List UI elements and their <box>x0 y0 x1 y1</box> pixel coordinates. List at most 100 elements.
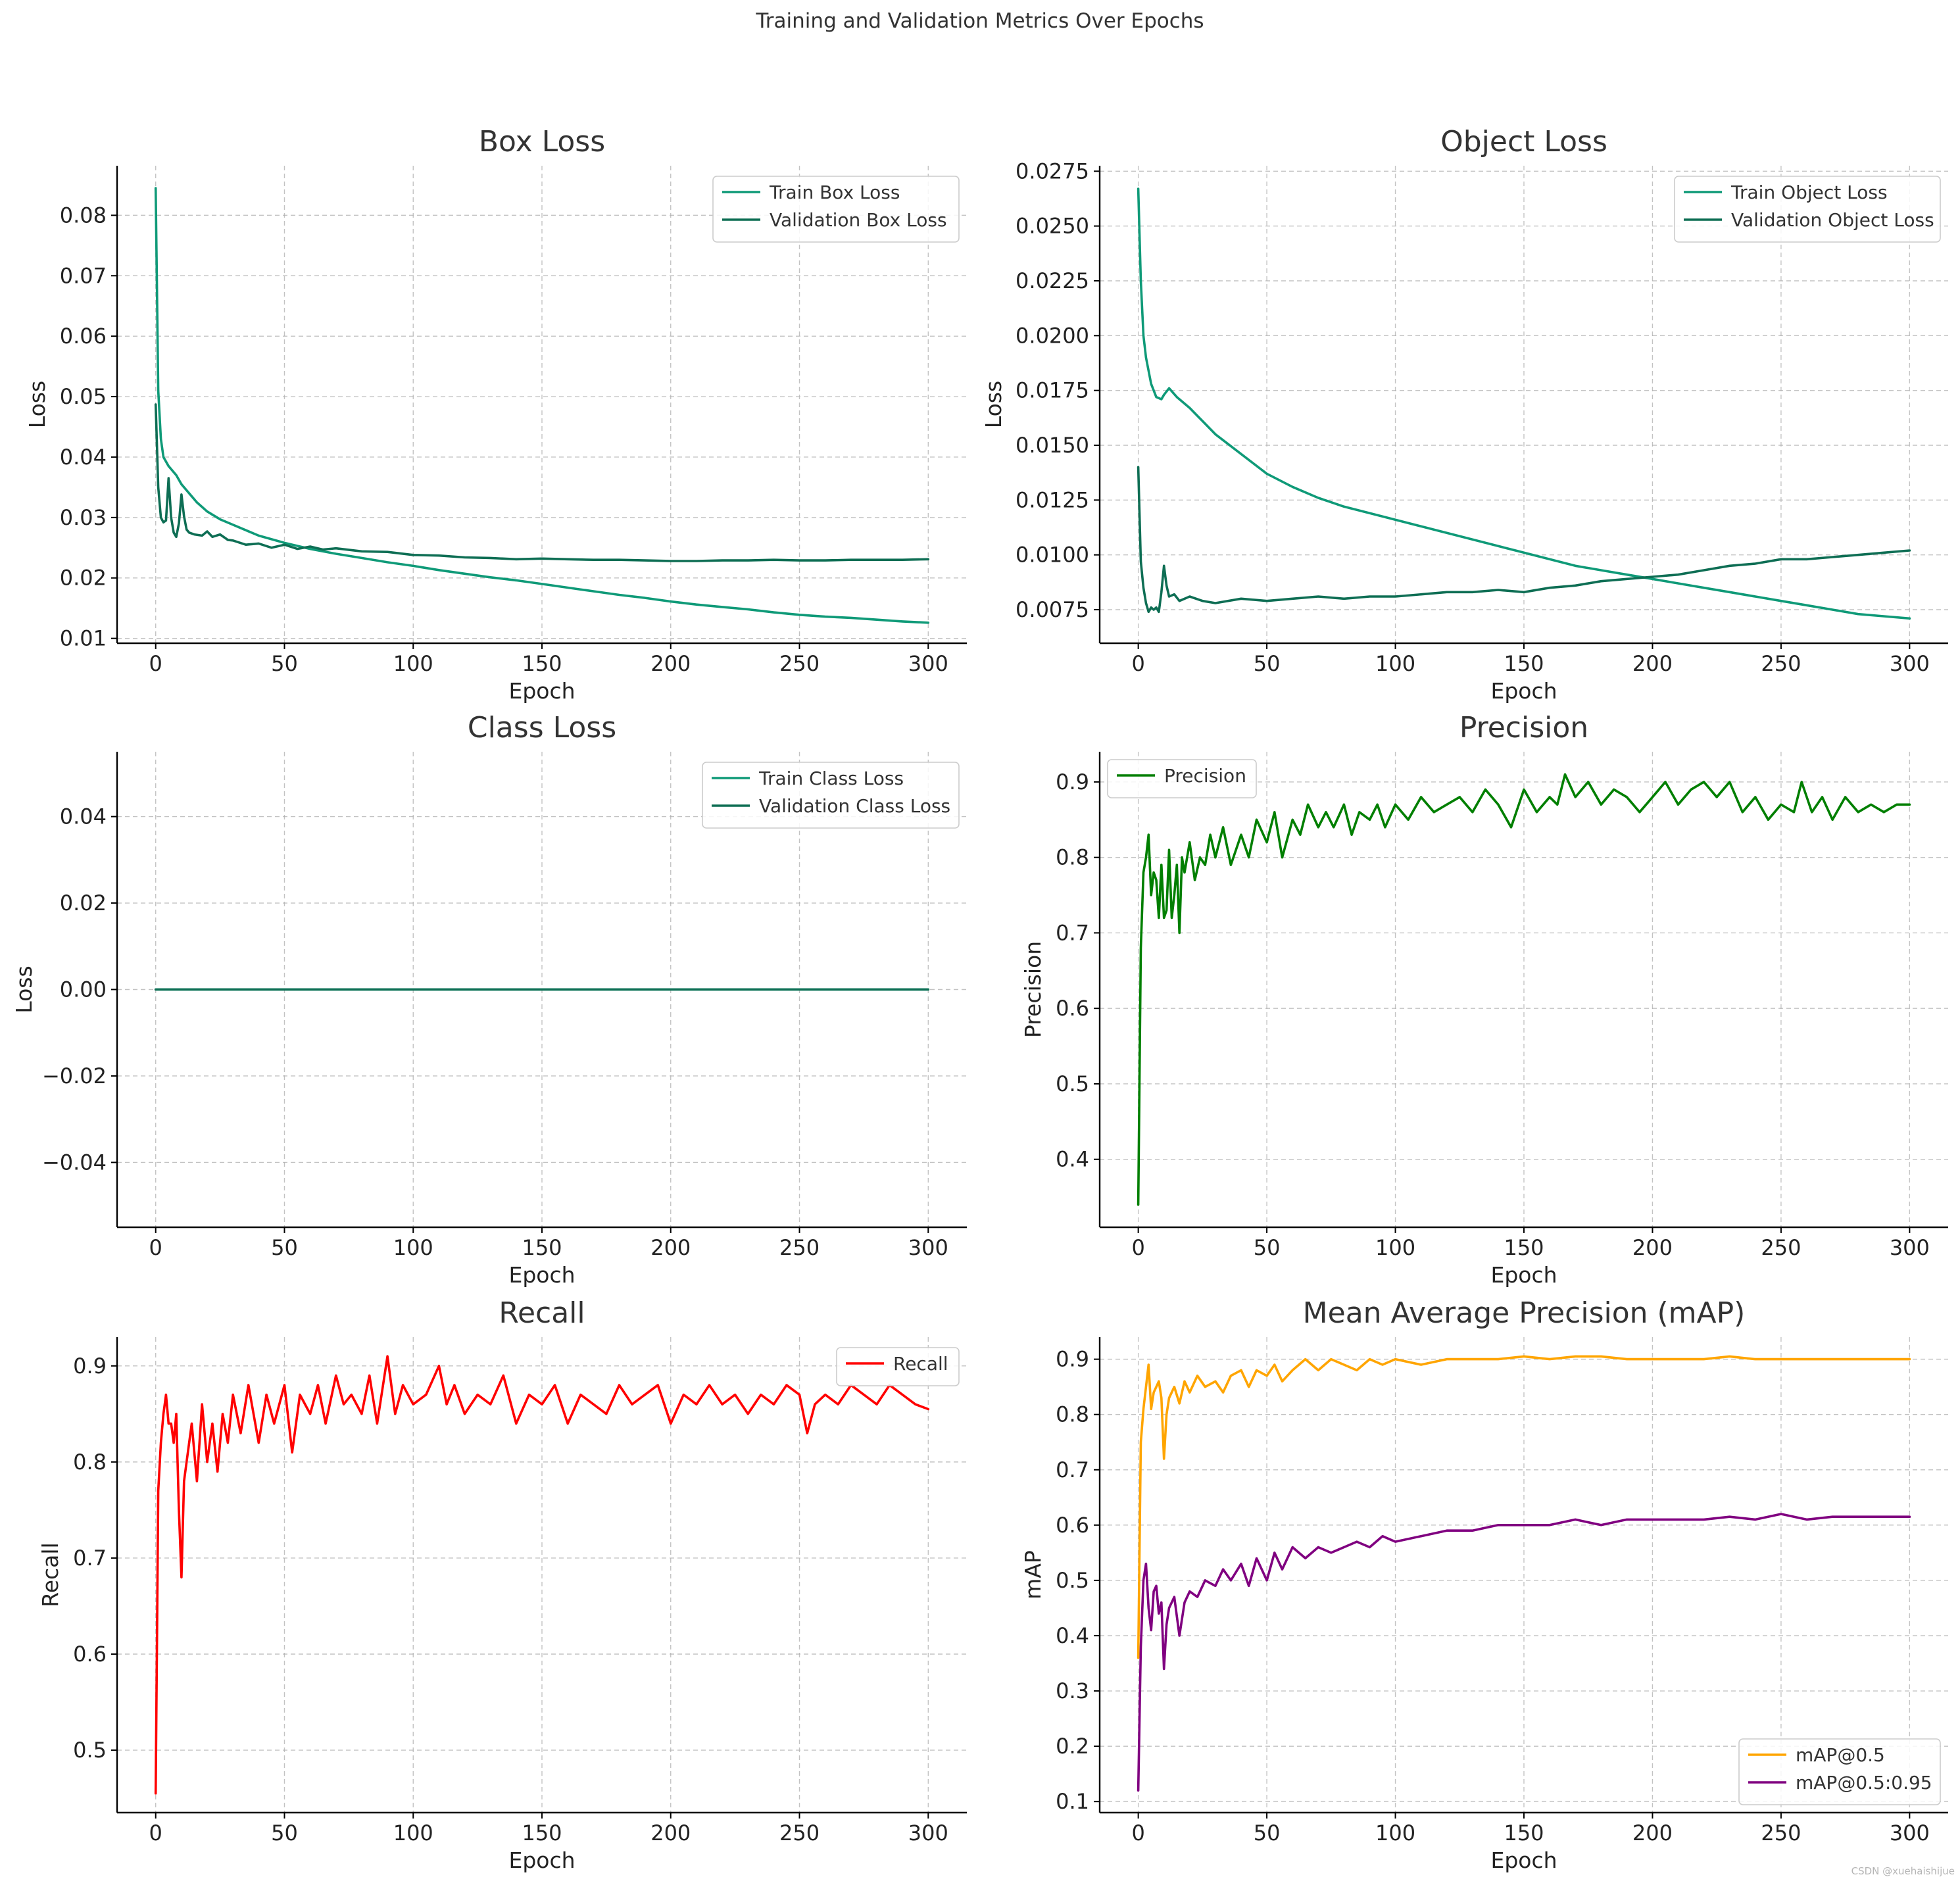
chart-rec: 0 50 100 150 200 250 300 0.5 0.6 0.7 0.8 0.9 Recall E… <box>37 1296 967 1873</box>
y-tick-label: 0.6 <box>1056 1513 1089 1538</box>
legend-box <box>712 176 960 243</box>
y-tick-label: 0.02 <box>60 891 107 916</box>
y-tick-label: −0.04 <box>42 1150 107 1175</box>
legend: Train Object Loss Validation Object Loss <box>1674 176 1941 243</box>
y-tick-label: 0.0225 <box>1016 268 1089 293</box>
series-line-validation-box-loss <box>154 403 930 562</box>
y-tick-label: 0.5 <box>73 1738 107 1763</box>
x-tick-label: 300 <box>908 1235 948 1260</box>
y-axis-label: Precision <box>1020 941 1046 1038</box>
chart-prec: 0 50 100 150 200 250 300 0.4 0.5 0.6 0.7 0.8 0.9 Prec… <box>1020 711 1948 1288</box>
y-tick-label: 0.4 <box>1056 1623 1089 1648</box>
y-axis-label: Recall <box>37 1542 63 1607</box>
x-tick-label: 100 <box>1375 651 1415 676</box>
chart-box: 0 50 100 150 200 250 300 0.01 0.02 0.03 0.04 0.05 0.… <box>24 125 967 704</box>
y-tick-label: 0.01 <box>60 626 107 651</box>
x-tick-label: 0 <box>1131 651 1144 676</box>
legend-box <box>1107 759 1257 798</box>
chart-obj: 0 50 100 150 200 250 300 0.0075 0.0100 0.0125 0.01… <box>981 125 1948 704</box>
x-tick-label: 100 <box>393 651 433 676</box>
x-tick-label: 50 <box>271 651 298 676</box>
legend-label: Train Class Loss <box>758 768 904 789</box>
x-tick-label: 150 <box>522 1235 562 1260</box>
y-tick-label: 0.9 <box>1056 1347 1089 1372</box>
y-tick-label: 0.2 <box>1056 1734 1089 1759</box>
x-tick-label: 250 <box>1761 1235 1801 1260</box>
chart-title: Mean Average Precision (mAP) <box>1303 1296 1746 1330</box>
x-axis-label: Epoch <box>508 1847 575 1873</box>
y-tick-label: 0.3 <box>1056 1678 1089 1703</box>
x-tick-label: 250 <box>779 651 820 676</box>
y-tick-label: 0.02 <box>60 566 107 591</box>
x-tick-label: 50 <box>1254 1235 1281 1260</box>
x-tick-label: 200 <box>650 1820 691 1845</box>
x-tick-label: 150 <box>522 651 562 676</box>
x-axis-label: Epoch <box>1490 1847 1557 1873</box>
x-tick-label: 100 <box>1375 1820 1415 1845</box>
y-tick-label: 0.07 <box>60 263 107 288</box>
watermark: CSDN @xuehaishijue <box>1851 1865 1955 1877</box>
x-tick-label: 150 <box>1504 1235 1544 1260</box>
y-tick-label: 0.9 <box>1056 770 1089 794</box>
y-tick-label: 0.1 <box>1056 1789 1089 1814</box>
y-axis-label: Loss <box>11 965 37 1013</box>
legend-box <box>1674 176 1941 243</box>
y-tick-label: 0.6 <box>1056 996 1089 1021</box>
legend: Recall <box>836 1347 960 1386</box>
x-tick-label: 100 <box>393 1235 433 1260</box>
x-tick-label: 150 <box>1504 1820 1544 1845</box>
series-line-precision <box>1137 773 1911 1206</box>
chart-cls: 0 50 100 150 200 250 300 −0.04 −0.02 0.00 0.02 0.04… <box>11 711 967 1288</box>
x-tick-label: 0 <box>1131 1235 1144 1260</box>
x-tick-label: 250 <box>1761 651 1801 676</box>
chart-title: Precision <box>1459 711 1588 745</box>
x-tick-label: 200 <box>1632 651 1673 676</box>
x-tick-label: 300 <box>1890 651 1930 676</box>
chart-title: Recall <box>499 1296 585 1330</box>
y-tick-label: 0.8 <box>73 1450 107 1475</box>
x-tick-label: 0 <box>149 651 162 676</box>
x-tick-label: 300 <box>1890 1820 1930 1845</box>
y-tick-label: 0.8 <box>1056 845 1089 870</box>
y-tick-label: 0.03 <box>60 505 107 530</box>
legend-label: mAP@0.5 <box>1796 1744 1885 1766</box>
x-tick-label: 250 <box>779 1235 820 1260</box>
x-tick-label: 50 <box>271 1235 298 1260</box>
legend: Train Class Loss Validation Class Loss <box>702 762 960 829</box>
x-tick-label: 50 <box>271 1820 298 1845</box>
x-tick-label: 150 <box>522 1820 562 1845</box>
y-tick-label: 0.05 <box>60 384 107 409</box>
y-tick-label: 0.0275 <box>1016 159 1089 183</box>
x-tick-label: 0 <box>149 1235 162 1260</box>
legend-label: Validation Box Loss <box>770 209 947 231</box>
y-tick-label: 0.0200 <box>1016 323 1089 348</box>
y-axis-label: Loss <box>981 381 1006 428</box>
y-tick-label: 0.0150 <box>1016 433 1089 458</box>
y-tick-label: 0.0075 <box>1016 597 1089 622</box>
y-tick-label: 0.7 <box>1056 920 1089 945</box>
y-tick-label: 0.4 <box>1056 1147 1089 1172</box>
y-axis-label: mAP <box>1020 1550 1046 1600</box>
y-tick-label: 0.7 <box>73 1546 107 1571</box>
y-tick-label: −0.02 <box>42 1063 107 1088</box>
y-tick-label: 0.0175 <box>1016 378 1089 403</box>
x-tick-label: 100 <box>1375 1235 1415 1260</box>
x-tick-label: 300 <box>908 651 948 676</box>
x-axis-label: Epoch <box>1490 678 1557 704</box>
x-tick-label: 200 <box>650 1235 691 1260</box>
series-line-train-box-loss <box>154 187 930 624</box>
y-tick-label: 0.9 <box>73 1354 107 1379</box>
y-tick-label: 0.5 <box>1056 1568 1089 1593</box>
x-tick-label: 50 <box>1254 651 1281 676</box>
y-tick-label: 0.8 <box>1056 1402 1089 1427</box>
legend-box <box>836 1347 960 1386</box>
series-line-map-0-5 <box>1137 1355 1911 1659</box>
y-tick-label: 0.04 <box>60 445 107 470</box>
legend: Train Box Loss Validation Box Loss <box>712 176 960 243</box>
y-axis-label: Loss <box>24 381 50 428</box>
x-tick-label: 0 <box>149 1820 162 1845</box>
legend: mAP@0.5 mAP@0.5:0.95 <box>1738 1738 1941 1805</box>
y-tick-label: 0.5 <box>1056 1071 1089 1096</box>
y-tick-label: 0.06 <box>60 324 107 349</box>
